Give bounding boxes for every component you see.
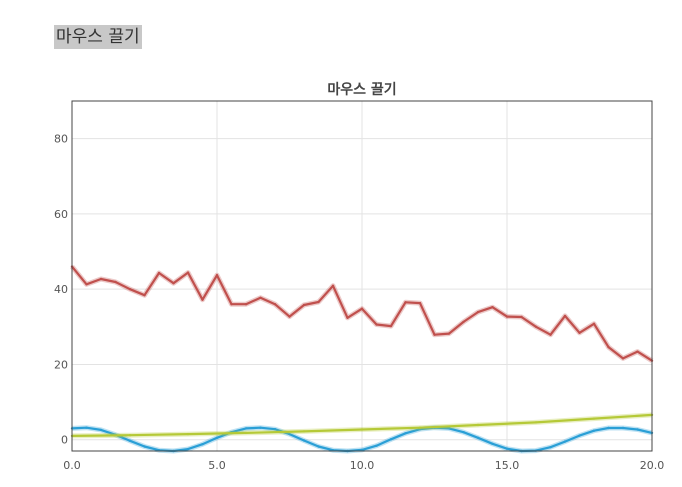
y-tick-label: 20: [54, 358, 68, 371]
series-1-point[interactable]: [230, 303, 233, 306]
x-tick-label: 10.0: [350, 459, 375, 472]
series-3-point[interactable]: [128, 434, 132, 437]
series-1-point[interactable]: [375, 323, 378, 326]
series-2-point[interactable]: [128, 439, 132, 442]
series-3-point[interactable]: [244, 431, 248, 435]
y-tick-label: 0: [61, 434, 68, 447]
series-1-point[interactable]: [389, 324, 393, 328]
series-1-point[interactable]: [418, 301, 422, 305]
series-2-point[interactable]: [621, 426, 625, 430]
series-2-point[interactable]: [491, 442, 494, 445]
series-3-point[interactable]: [302, 430, 306, 433]
series-2-point[interactable]: [592, 429, 596, 432]
series-layer: [70, 265, 654, 454]
series-1-point[interactable]: [244, 303, 248, 306]
series-3-point[interactable]: [476, 423, 480, 427]
series-2-point[interactable]: [404, 432, 407, 435]
series-2-point[interactable]: [389, 438, 393, 441]
series-2-point[interactable]: [259, 426, 262, 429]
series-2-point[interactable]: [462, 431, 465, 434]
series-1-point[interactable]: [186, 271, 190, 274]
series-1-point[interactable]: [433, 333, 436, 336]
series-1-point[interactable]: [636, 350, 639, 353]
axis-ticks: 0 20 40 60 80 0.0 5.0 10.0 15.0 20.0: [54, 133, 664, 472]
series-1-point[interactable]: [505, 315, 509, 318]
series-1-point[interactable]: [607, 345, 610, 349]
series-1-point[interactable]: [592, 322, 596, 325]
series-2-point[interactable]: [636, 428, 639, 431]
x-tick-label: 20.0: [640, 459, 665, 472]
series-1-point[interactable]: [128, 288, 132, 291]
series-1-point[interactable]: [114, 280, 117, 284]
series-1-point[interactable]: [157, 271, 161, 275]
series-1-point[interactable]: [259, 296, 262, 299]
series-2-point[interactable]: [505, 447, 509, 450]
series-1-point[interactable]: [563, 314, 567, 318]
series-1-point[interactable]: [476, 310, 480, 314]
series-3-point[interactable]: [534, 421, 538, 424]
series-1-point[interactable]: [215, 274, 219, 277]
plot-area-frame: [71, 100, 653, 452]
page-heading: 마우스 끌기: [54, 25, 142, 49]
y-tick-label: 40: [54, 283, 68, 296]
series-2-point[interactable]: [244, 427, 248, 430]
series-1-point[interactable]: [462, 320, 465, 324]
series-1-point[interactable]: [172, 282, 175, 285]
series-1-point[interactable]: [201, 298, 204, 301]
series-2-point[interactable]: [273, 428, 277, 431]
series-2-point[interactable]: [447, 427, 451, 430]
series-3-point[interactable]: [592, 417, 596, 420]
chart-title: 마우스 끌기: [327, 82, 396, 98]
series-1-point[interactable]: [331, 284, 335, 287]
series-2-point[interactable]: [317, 445, 320, 448]
x-tick-label: 5.0: [208, 459, 226, 472]
series-2-point[interactable]: [201, 443, 204, 446]
series-2-point[interactable]: [578, 434, 581, 437]
series-2-point[interactable]: [143, 445, 146, 448]
y-tick-label: 60: [54, 208, 68, 221]
series-1-point[interactable]: [317, 300, 320, 304]
series-1-point[interactable]: [360, 307, 364, 310]
series-2-point[interactable]: [549, 446, 552, 449]
series-1-point[interactable]: [520, 315, 523, 319]
series-3-point[interactable]: [360, 428, 364, 431]
series-3-point[interactable]: [418, 426, 422, 429]
series-2-point[interactable]: [99, 428, 103, 432]
series-1-point[interactable]: [346, 316, 349, 319]
x-tick-label: 0.0: [63, 459, 81, 472]
series-1-point[interactable]: [288, 315, 291, 318]
series-2-point[interactable]: [302, 439, 306, 442]
series-2-point[interactable]: [85, 426, 88, 429]
series-1-point[interactable]: [447, 332, 451, 335]
series-1-point[interactable]: [85, 283, 88, 286]
series-1-point[interactable]: [621, 357, 625, 360]
series-2-point[interactable]: [360, 448, 364, 452]
series-1-point[interactable]: [491, 306, 494, 309]
series-3-point[interactable]: [186, 432, 190, 436]
series-2-point[interactable]: [288, 432, 291, 436]
y-tick-label: 80: [54, 133, 68, 146]
series-2-point[interactable]: [476, 436, 480, 439]
series-1-point[interactable]: [534, 325, 538, 328]
series-1-point[interactable]: [143, 294, 146, 297]
series-1-point[interactable]: [273, 303, 277, 306]
series-1-point[interactable]: [549, 333, 552, 336]
series-1-point[interactable]: [404, 301, 407, 304]
series-1-point[interactable]: [302, 303, 306, 307]
x-tick-label: 15.0: [495, 459, 520, 472]
series-1-point[interactable]: [99, 277, 103, 281]
series-2-point[interactable]: [375, 444, 378, 447]
series-2-point[interactable]: [607, 426, 610, 430]
series-2-point[interactable]: [563, 440, 567, 443]
series-2-point[interactable]: [215, 436, 219, 439]
series-1-point[interactable]: [578, 331, 581, 334]
series-2-point[interactable]: [186, 447, 190, 451]
